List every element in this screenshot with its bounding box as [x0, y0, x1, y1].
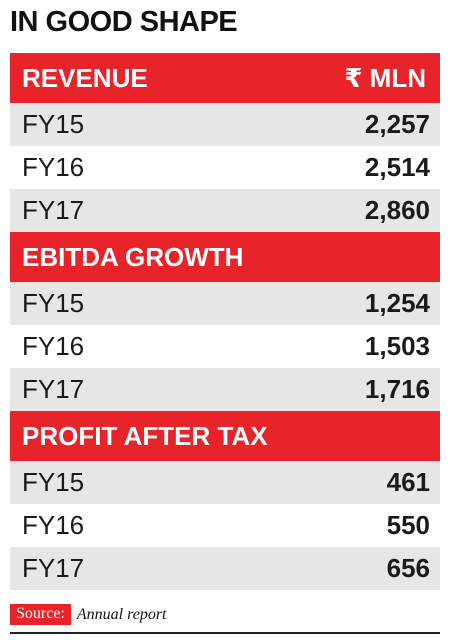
table-row: FY16 2,514: [10, 146, 440, 189]
row-value: 2,257: [364, 109, 430, 139]
section-header-ebitda: EBITDA GROWTH: [10, 232, 440, 282]
bottom-rule: [10, 632, 440, 634]
row-value: 461: [386, 467, 430, 497]
table-row: FY16 1,503: [10, 325, 440, 368]
section-label: EBITDA GROWTH: [22, 241, 244, 272]
row-year: FY17: [22, 195, 85, 225]
data-table: REVENUE ₹ MLN FY15 2,257 FY16 2,514 FY17…: [10, 53, 440, 590]
row-year: FY15: [22, 467, 85, 497]
section-label: REVENUE: [22, 62, 148, 93]
row-year: FY16: [22, 152, 85, 182]
table-row: FY15 461: [10, 461, 440, 504]
row-value: 1,254: [364, 288, 430, 318]
row-value: 656: [386, 553, 430, 583]
row-year: FY15: [22, 109, 85, 139]
row-value: 1,716: [364, 374, 430, 404]
row-year: FY15: [22, 288, 85, 318]
table-row: FY16 550: [10, 504, 440, 547]
source-line: Source: Annual report: [10, 604, 167, 625]
table-row: FY15 2,257: [10, 103, 440, 146]
source-text: Annual report: [76, 605, 167, 623]
source-label: Source:: [10, 604, 71, 625]
row-value: 550: [386, 510, 430, 540]
row-year: FY16: [22, 510, 85, 540]
table-row: FY17 1,716: [10, 368, 440, 411]
section-label: PROFIT AFTER TAX: [22, 420, 268, 451]
row-value: 2,514: [364, 152, 430, 182]
row-value: 1,503: [364, 331, 430, 361]
row-year: FY16: [22, 331, 85, 361]
section-header-profit: PROFIT AFTER TAX: [10, 411, 440, 461]
row-year: FY17: [22, 553, 85, 583]
table-row: FY17 2,860: [10, 189, 440, 232]
table-row: FY17 656: [10, 547, 440, 590]
row-year: FY17: [22, 374, 85, 404]
unit-label: ₹ MLN: [344, 62, 426, 93]
table-row: FY15 1,254: [10, 282, 440, 325]
chart-title: IN GOOD SHAPE: [10, 6, 238, 38]
section-header-revenue: REVENUE ₹ MLN: [10, 53, 440, 103]
row-value: 2,860: [364, 195, 430, 225]
